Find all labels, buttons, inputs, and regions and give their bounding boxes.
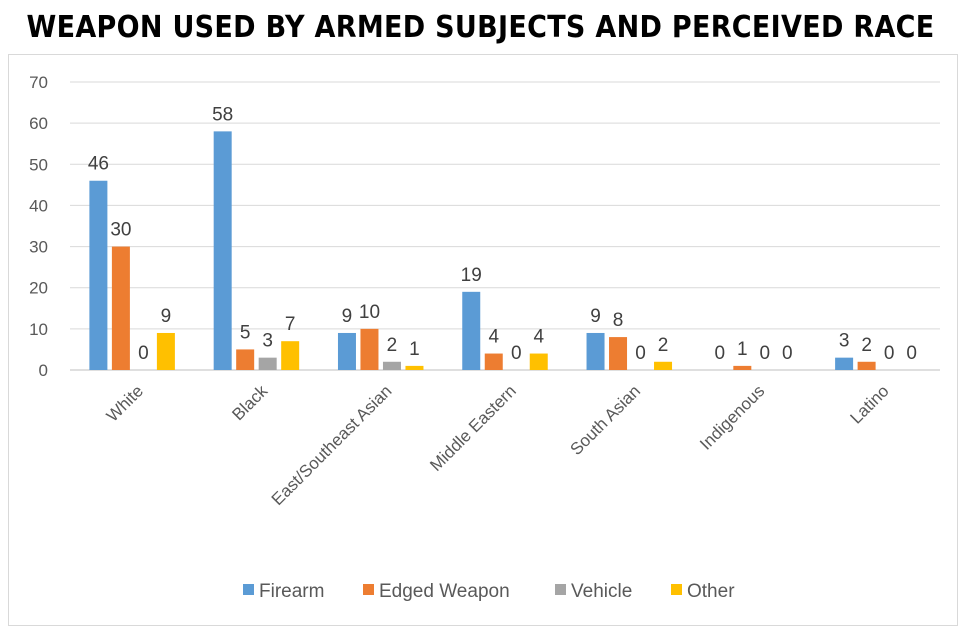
data-label: 8 — [613, 310, 624, 331]
y-tick-label: 20 — [29, 279, 48, 298]
data-label: 58 — [212, 104, 233, 125]
bar-other — [156, 332, 175, 370]
legend-label: Edged Weapon — [379, 581, 510, 602]
data-label: 30 — [110, 220, 131, 241]
bar-firearm — [462, 291, 481, 370]
x-category-label: Middle Eastern — [426, 381, 520, 475]
y-tick-label: 10 — [29, 320, 48, 339]
data-label: 0 — [138, 343, 149, 364]
bar-edged-weapon — [857, 361, 876, 370]
bar-edged-weapon — [484, 353, 503, 370]
bar-other — [281, 341, 300, 370]
bar-vehicle — [258, 357, 277, 370]
data-label: 9 — [161, 306, 172, 327]
legend-label: Vehicle — [571, 581, 632, 602]
data-label: 9 — [342, 306, 353, 327]
bars — [89, 131, 876, 370]
data-label: 2 — [658, 335, 669, 356]
y-tick-label: 0 — [39, 361, 48, 380]
bar-edged-weapon — [360, 328, 379, 370]
data-label: 5 — [240, 322, 251, 343]
legend-swatch — [363, 584, 374, 595]
data-label: 0 — [884, 343, 895, 364]
bar-other — [405, 365, 424, 370]
data-label: 4 — [488, 327, 499, 348]
x-category-label: South Asian — [567, 381, 645, 459]
bar-other — [654, 361, 673, 370]
bar-vehicle — [382, 361, 401, 370]
y-tick-label: 30 — [29, 238, 48, 257]
data-label: 1 — [737, 339, 748, 360]
legend: Firearm Edged Weapon Vehicle Other — [243, 581, 735, 602]
bar-firearm — [213, 131, 232, 370]
gridlines — [70, 81, 940, 371]
chart-title: WEAPON USED BY ARMED SUBJECTS AND PERCEI… — [26, 10, 935, 45]
x-category-label: Latino — [846, 381, 892, 427]
bar-firearm — [835, 357, 854, 370]
legend-label: Other — [687, 581, 735, 602]
bar-other — [529, 353, 548, 370]
bar-firearm — [337, 332, 356, 370]
x-category-label: East/Southeast Asian — [268, 381, 396, 509]
y-tick-label: 50 — [29, 155, 48, 174]
x-category-label: White — [103, 381, 147, 425]
legend-swatch — [671, 584, 682, 595]
legend-swatch — [243, 584, 254, 595]
bar-edged-weapon — [111, 246, 130, 370]
bar-edged-weapon — [236, 349, 255, 370]
bar-edged-weapon — [609, 337, 628, 370]
bar-edged-weapon — [733, 365, 752, 370]
data-label: 4 — [533, 327, 544, 348]
data-label: 2 — [861, 335, 872, 356]
legend-swatch — [555, 584, 566, 595]
bar-firearm — [89, 180, 108, 370]
y-axis-ticks: 0 10 20 30 40 50 60 70 — [29, 73, 48, 380]
x-category-label: Indigenous — [696, 381, 768, 453]
data-label: 1 — [409, 339, 420, 360]
data-label: 46 — [88, 154, 109, 175]
data-label: 19 — [461, 265, 482, 286]
data-label: 10 — [359, 302, 380, 323]
data-label: 0 — [635, 343, 646, 364]
data-label: 0 — [906, 343, 917, 364]
y-tick-label: 40 — [29, 196, 48, 215]
data-label: 9 — [590, 306, 601, 327]
legend-label: Firearm — [259, 581, 324, 602]
data-label: 0 — [715, 343, 726, 364]
data-label: 3 — [262, 331, 273, 352]
data-label: 7 — [285, 314, 296, 335]
data-label: 2 — [387, 335, 398, 356]
y-tick-label: 70 — [29, 73, 48, 92]
data-label: 0 — [511, 343, 522, 364]
data-label: 0 — [782, 343, 793, 364]
y-tick-label: 60 — [29, 114, 48, 133]
data-label: 0 — [760, 343, 771, 364]
bar-firearm — [586, 332, 605, 370]
data-label: 3 — [839, 331, 850, 352]
x-category-label: Black — [228, 381, 271, 424]
